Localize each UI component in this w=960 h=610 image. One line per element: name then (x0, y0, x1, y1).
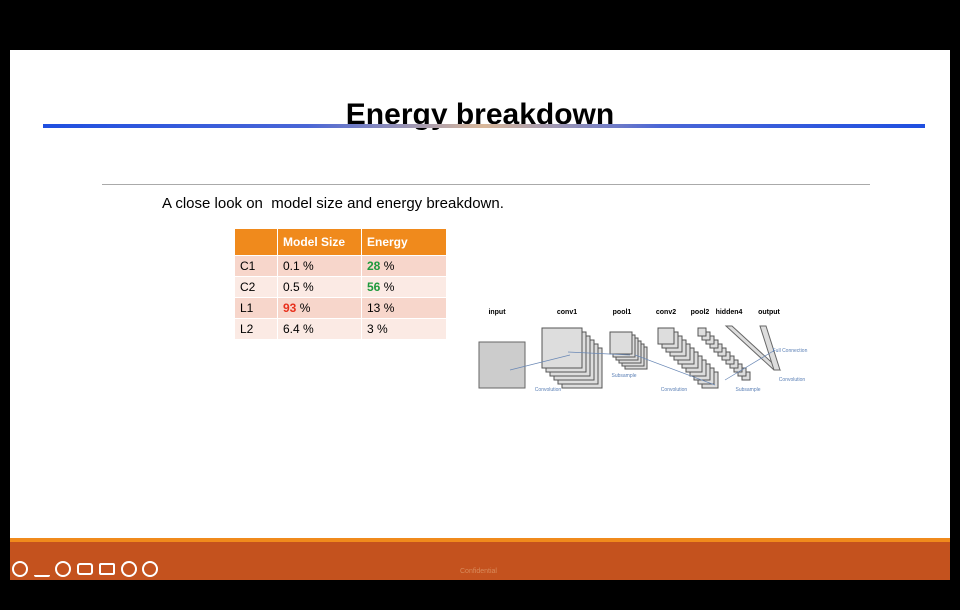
layer-label: conv2 (656, 309, 676, 316)
op-label: Subsample (735, 387, 760, 393)
table-row: C2 0.5 % 56 % (235, 277, 446, 297)
energy-table: Model Size Energy C1 0.1 % 28 % C2 0.5 % 56 % L1… (234, 228, 447, 340)
pool2-map (697, 327, 707, 337)
op-label: Convolution (661, 387, 688, 393)
cell-value: 93 (283, 301, 297, 315)
cell-unit: % (377, 322, 388, 336)
cell-value: L2 (240, 322, 254, 336)
more-button[interactable] (121, 561, 137, 577)
header-cell (235, 229, 277, 255)
op-label: Full Connection (773, 348, 808, 354)
cell-value: 6.4 (283, 322, 300, 336)
pool1-map (609, 331, 633, 355)
header-row: Model Size Energy (235, 229, 446, 255)
next-button[interactable] (142, 561, 158, 577)
op-label: Subsample (611, 373, 636, 379)
subtitle: A close look on model size and energy br… (162, 195, 504, 212)
cell-value: 3 (367, 322, 374, 336)
table-cell: 0.5 % (278, 277, 361, 297)
table-row: L1 93 % 13 % (235, 298, 446, 318)
cell-value: 13 (367, 301, 381, 315)
conv2-map (657, 327, 675, 345)
table-cell: C2 (235, 277, 277, 297)
prev-button[interactable] (12, 561, 28, 577)
conv1-map (541, 327, 583, 369)
table-row: L2 6.4 % 3 % (235, 319, 446, 339)
op-label: Convolution (779, 377, 806, 383)
layer-label: output (758, 309, 780, 316)
layer-label: pool1 (613, 309, 632, 316)
input-map (478, 341, 526, 389)
cell-unit: % (303, 259, 314, 273)
table-cell: 93 % (278, 298, 361, 318)
output-layer (759, 325, 781, 371)
cell-unit: % (383, 280, 395, 294)
pen-button[interactable] (34, 561, 50, 577)
table-cell: L2 (235, 319, 277, 339)
table-cell: 13 % (362, 298, 446, 318)
connection (509, 354, 571, 371)
table-row: C1 0.1 % 28 % (235, 256, 446, 276)
header-cell: Energy (362, 229, 446, 255)
slide (10, 50, 950, 540)
header-cell: Model Size (278, 229, 361, 255)
cell-unit: % (303, 322, 314, 336)
cell-value: 28 (367, 259, 381, 273)
cell-unit: % (383, 259, 395, 273)
cell-unit: % (383, 301, 395, 315)
cnn-diagram: input conv1 pool1 conv2 pool2 hidden4 output Co… (478, 309, 808, 393)
op-label: Convolution (535, 387, 562, 393)
table-cell: L1 (235, 298, 277, 318)
table-cell: 0.1 % (278, 256, 361, 276)
camera-button[interactable] (99, 563, 115, 575)
layer-label: conv1 (557, 309, 577, 316)
table-cell: 56 % (362, 277, 446, 297)
cc-button[interactable] (77, 563, 93, 575)
connection (724, 349, 776, 381)
layer-label: input (488, 309, 506, 316)
toolbar (10, 538, 950, 580)
zoom-button[interactable] (55, 561, 71, 577)
cell-value: 56 (367, 280, 381, 294)
layer-label: hidden4 (716, 309, 743, 316)
cell-value: C2 (240, 280, 256, 294)
table-cell: 6.4 % (278, 319, 361, 339)
connection (634, 354, 716, 386)
cell-value: 0.1 (283, 259, 300, 273)
cell-value: 0.5 (283, 280, 300, 294)
title-underline (43, 124, 925, 128)
layer-label: pool2 (691, 309, 710, 316)
connection (567, 351, 631, 356)
cell-value: L1 (240, 301, 254, 315)
footer: Confidential (460, 568, 497, 575)
cell-unit: % (303, 280, 314, 294)
table-cell: C1 (235, 256, 277, 276)
table-cell: 3 % (362, 319, 446, 339)
table-cell: 28 % (362, 256, 446, 276)
cell-unit: % (299, 301, 311, 315)
divider (102, 184, 870, 185)
cell-value: C1 (240, 259, 256, 273)
